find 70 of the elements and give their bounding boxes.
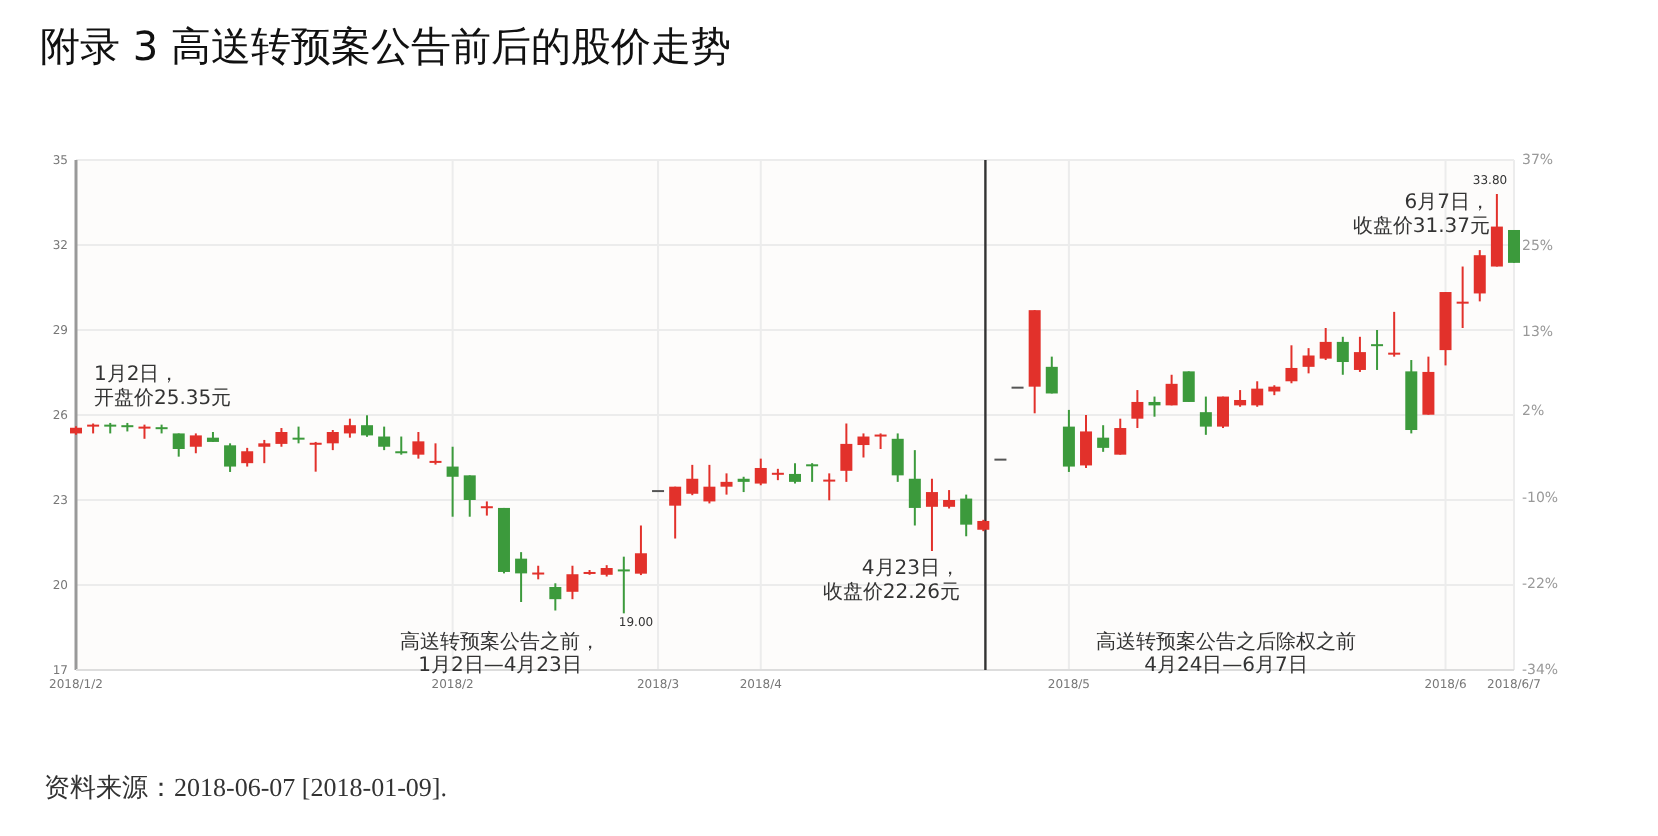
candlestick: [480, 500, 493, 517]
candlestick: [669, 485, 682, 540]
candlestick: [189, 432, 202, 455]
candlestick: [1336, 335, 1349, 376]
candlestick: [1490, 193, 1503, 268]
candlestick: [960, 493, 973, 538]
candlestick: [1319, 327, 1332, 362]
annotation: 6月7日，: [1404, 192, 1490, 214]
candlestick: [634, 524, 647, 577]
candlestick: [1422, 355, 1435, 416]
candlestick: [720, 472, 733, 496]
candlestick: [515, 551, 528, 603]
candlestick: [1199, 395, 1212, 436]
candlestick: [429, 442, 442, 466]
candlestick: [361, 414, 374, 438]
candlestick: [343, 417, 356, 439]
candlestick: [908, 449, 921, 527]
annotation: 高送转预案公告之前， 1月2日—4月23日: [400, 630, 600, 677]
candlestick: [326, 429, 339, 452]
annotation: 1月2日，: [94, 364, 180, 386]
candlestick: [1388, 310, 1401, 358]
candlestick: [446, 445, 459, 518]
annotation: 收盘价22.26元: [822, 580, 960, 604]
candlestick: [172, 432, 185, 458]
candlestick: [1097, 424, 1110, 453]
candlestick: [1080, 414, 1093, 469]
candlestick: [1353, 335, 1366, 373]
candlestick: [1131, 389, 1144, 430]
candlestick: [1302, 347, 1315, 375]
candlestick: [463, 474, 476, 518]
candlestick: [789, 462, 801, 485]
candlestick: [874, 432, 887, 450]
candlestick: [309, 440, 322, 473]
candlestick: [1473, 249, 1486, 303]
annotation: 4月23日，: [861, 558, 960, 580]
candlestick: [925, 477, 938, 552]
candlestick: [686, 463, 699, 497]
candlestick: [549, 582, 562, 612]
candlestick: [275, 427, 288, 448]
candlestick: [258, 438, 271, 465]
chart-title: 附录 3 高送转预案公告前后的股价走势: [40, 22, 731, 70]
text: 资料来源：2018-06-07 [2018-01-09].: [44, 772, 447, 802]
candlestick: [891, 432, 904, 483]
candlestick: [1045, 355, 1058, 395]
annotation: 开盘价25.35元: [94, 386, 232, 410]
candlestick: [1371, 329, 1384, 371]
candlestick: [1216, 395, 1229, 430]
candlestick: [241, 446, 254, 468]
candlestick: [1062, 408, 1075, 473]
annotation: 收盘价31.37元: [1352, 214, 1490, 238]
candlestick: [840, 422, 853, 483]
candlestick: [806, 462, 819, 483]
candlestick: [823, 472, 836, 502]
candlestick: [412, 431, 425, 460]
candlestick: [1251, 380, 1264, 408]
candlestick: [703, 463, 716, 505]
candlestick: [395, 435, 408, 456]
candlestick: [617, 555, 630, 615]
candlestick: [378, 425, 391, 452]
candlestick: [224, 442, 237, 473]
candlestick: [1165, 373, 1178, 407]
candlestick: [754, 457, 767, 487]
candlestick: [943, 489, 956, 510]
candlestick: [1114, 417, 1127, 456]
candlestick: [857, 432, 870, 459]
candlestick: [566, 564, 579, 601]
candlestick: [1182, 370, 1195, 403]
annotation: 高送转预案公告之后除权之前 4月24日—6月7日: [1096, 630, 1356, 677]
candlestick: [1456, 265, 1469, 330]
candlestick: [1285, 344, 1298, 385]
